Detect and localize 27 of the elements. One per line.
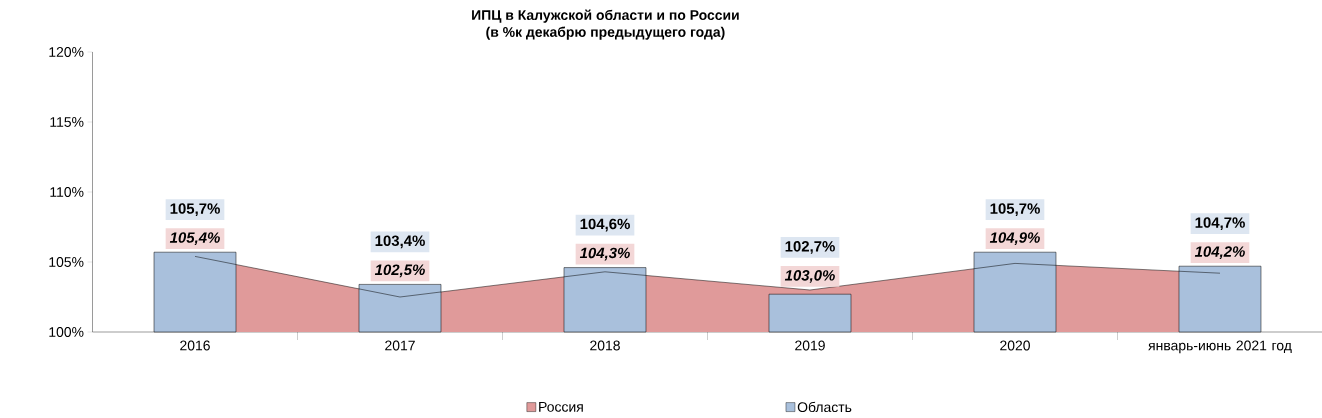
data-label: 103,4% [375,235,425,249]
data-label: 105,7% [990,203,1040,216]
chart-subtitle: (в %к декабрю предыдущего года) [486,26,725,40]
x-tick-label: 2019 [795,340,825,351]
data-label: 102,5% [374,264,425,278]
x-tick-label: 2017 [385,340,415,351]
x-tick-label: 2018 [590,340,620,351]
y-tick-label: 105% [49,257,84,267]
data-label: 104,2% [1194,246,1245,259]
y-tick-label: 100% [49,327,84,337]
y-tick-label: 110% [50,187,84,197]
x-tick-label: 2016 [180,340,210,351]
data-label: 105,4% [169,232,220,245]
legend-label: Россия [539,402,583,412]
legend-label: Область [797,401,852,413]
x-tick-label: 2020 [1000,340,1030,351]
data-label: 104,9% [989,232,1040,245]
data-label: 105,7% [170,203,220,216]
data-label: 103,0% [784,270,835,283]
chart-title: ИПЦ в Калужской области и по России [472,9,739,23]
data-label: 104,3% [579,247,630,261]
data-label: 102,7% [785,241,835,254]
data-label: 104,7% [1195,217,1245,230]
y-tick-label: 120% [49,47,84,57]
data-label: 104,6% [580,218,630,232]
y-tick-label: 115% [50,117,84,127]
x-tick-label: январь-июнь 2021 год [1148,340,1292,354]
